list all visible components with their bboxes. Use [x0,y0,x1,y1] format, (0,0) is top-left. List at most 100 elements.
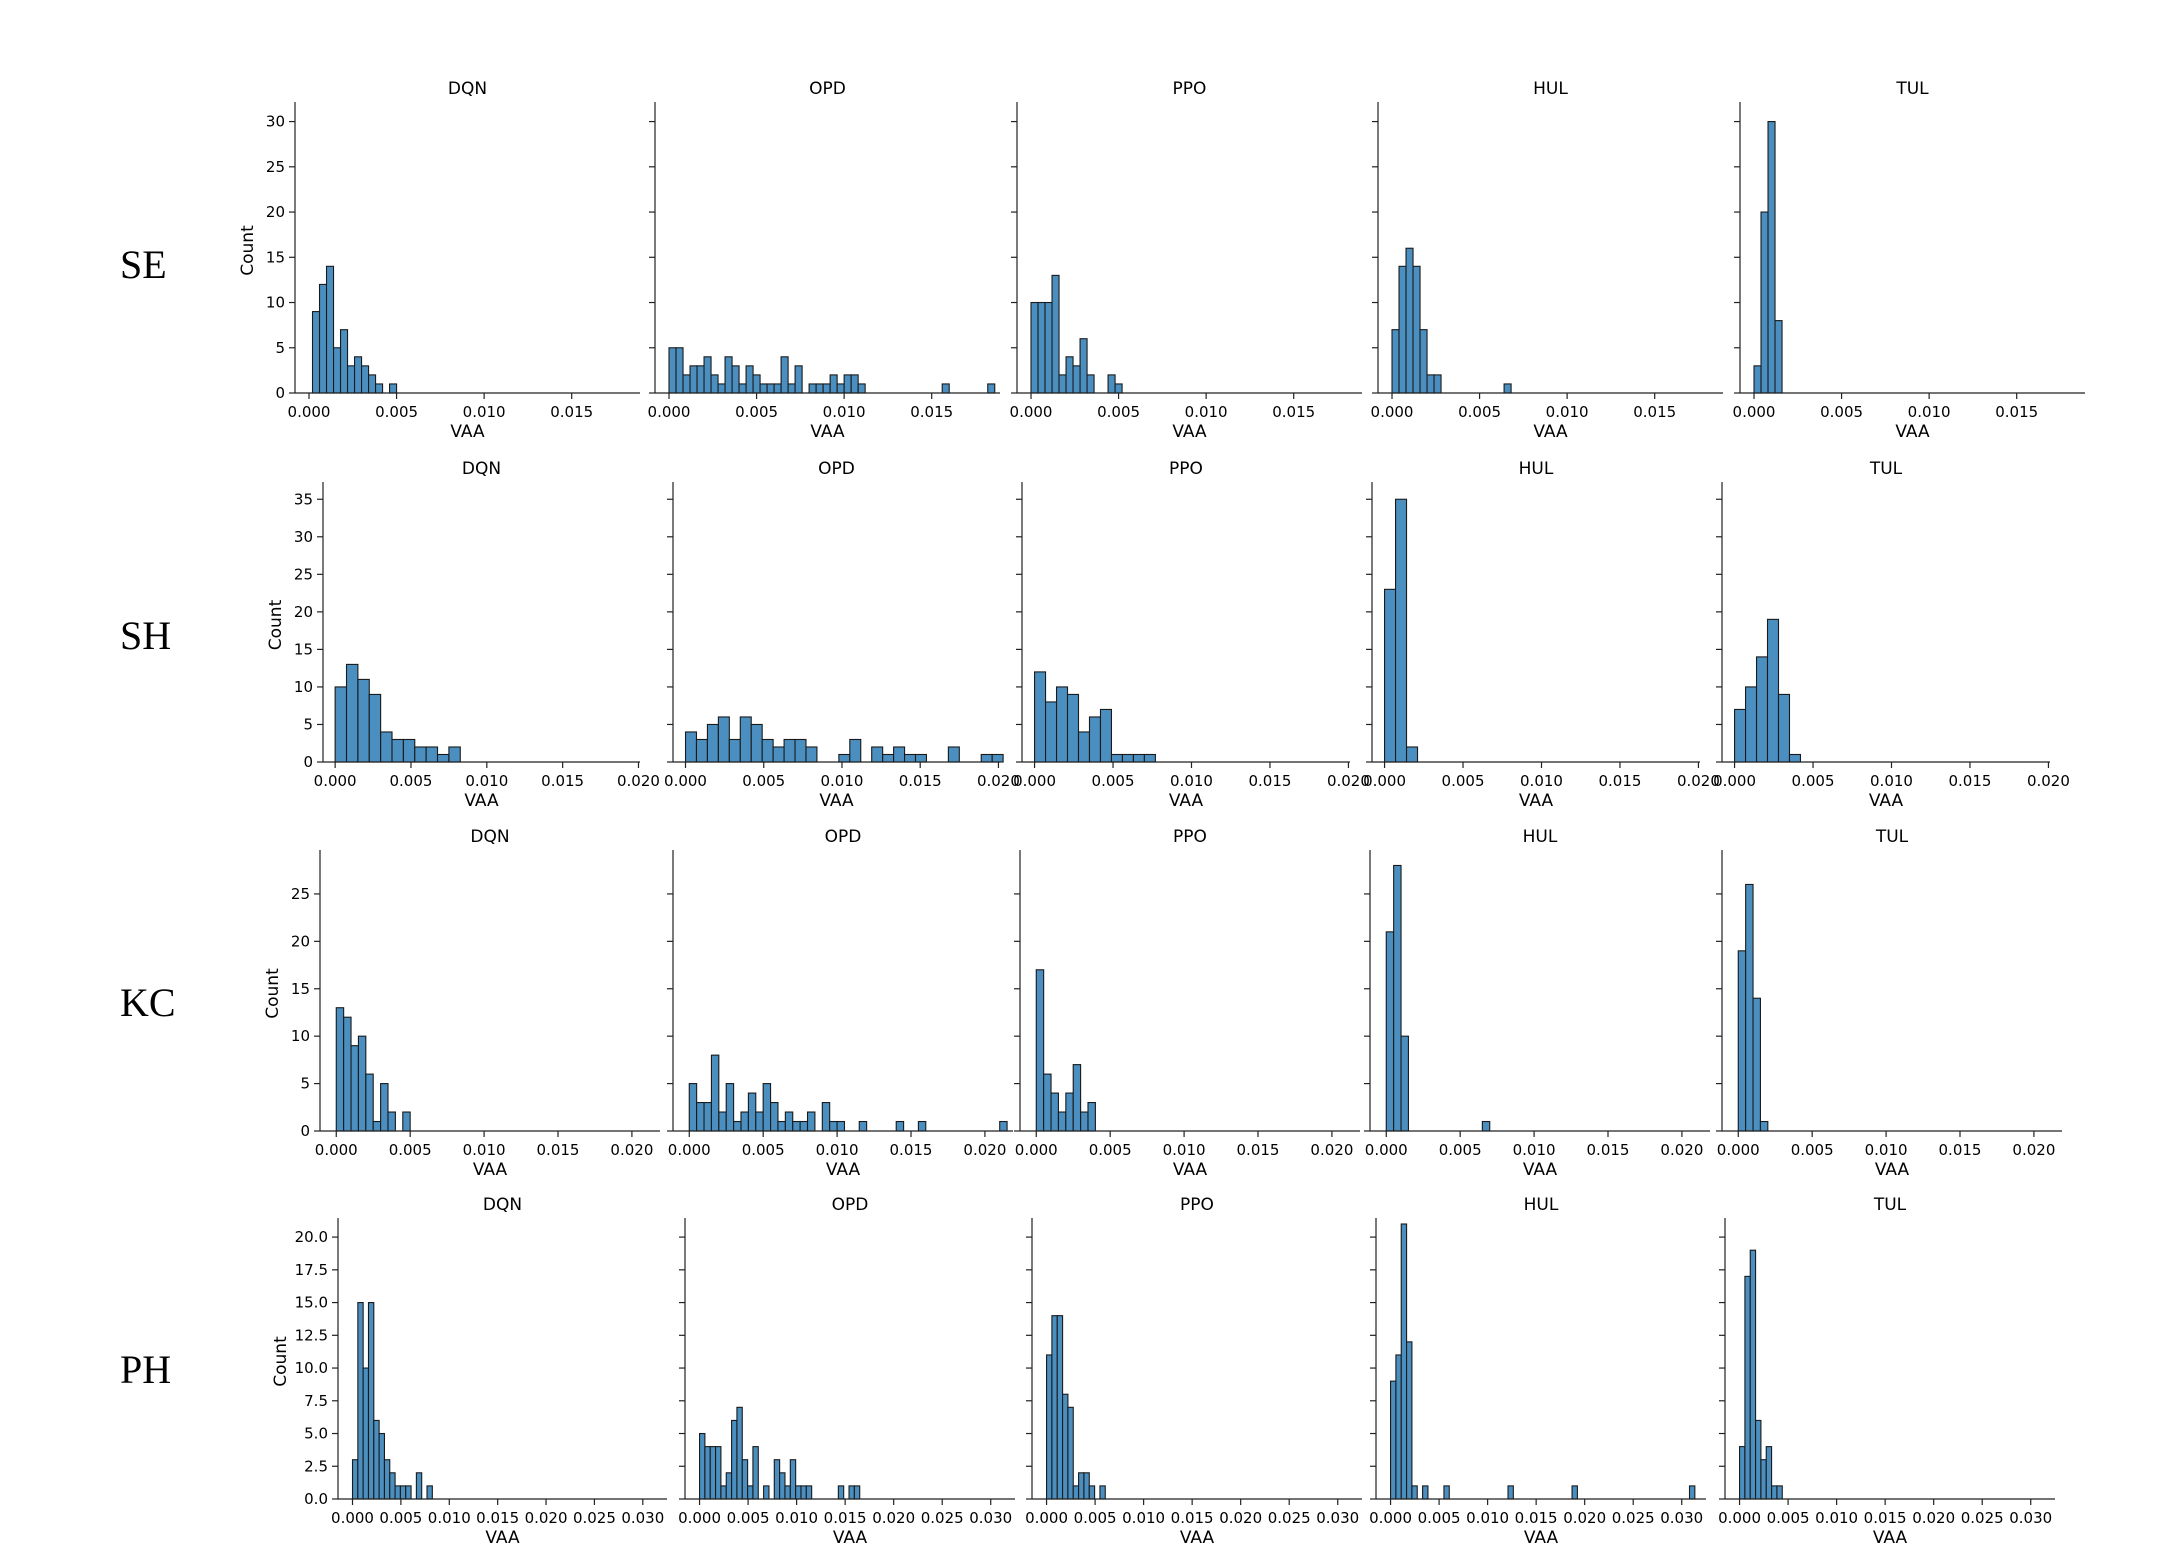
x-tick-label: 0.025 [921,1509,964,1527]
bar [1765,1446,1773,1500]
bar [837,1485,845,1500]
bar [731,365,740,394]
bar [391,738,404,763]
x-tick-label: 0.020 [1912,1509,1955,1527]
y-tick-label: 5 [300,1075,310,1093]
bar [360,365,370,394]
bar [904,753,917,763]
bar [747,1092,757,1132]
bar [1395,1354,1402,1500]
panel-kc-ppo: 0.000 0.005 0.010 0.015 0.020 PPO VAA [1014,827,1360,1180]
bar [706,723,719,763]
bar [1385,931,1395,1132]
x-axis-label: VAA [1519,791,1554,811]
bar [720,1485,727,1500]
bar [353,356,363,394]
bar [380,731,393,763]
bar [357,1035,367,1132]
y-tick-label: 10 [266,294,285,312]
bar [1083,1472,1090,1500]
bar [351,1459,359,1500]
bar [1056,1315,1064,1500]
x-tick-label: 0.000 [315,1141,358,1159]
bar [402,1111,411,1132]
bar [399,1485,407,1500]
panel-title: DQN [448,79,487,99]
y-tick-label: 15.0 [295,1294,328,1312]
panel-title: PPO [1173,827,1207,847]
x-axis-label: VAA [464,791,499,811]
bar [728,738,741,763]
y-tick-label: 30 [294,528,313,546]
bar [1391,329,1400,394]
bar [805,1485,813,1500]
bar [752,374,761,394]
bar [1406,1341,1413,1500]
bar [836,1120,846,1132]
bar [1384,588,1397,763]
bar [784,1111,794,1132]
bar [766,383,775,394]
bar [1072,365,1081,394]
panel-title: TUL [1869,459,1903,479]
y-tick-label: 25 [291,885,310,903]
bar [1739,1446,1746,1500]
bar [710,374,719,394]
x-tick-label: 0.015 [1171,1509,1214,1527]
bar [733,1120,742,1132]
x-axis-label: VAA [833,1528,868,1544]
x-tick-label: 0.015 [1939,1141,1982,1159]
x-tick-label: 0.010 [463,403,506,421]
x-tick-label: 0.015 [1633,403,1676,421]
bar [805,746,818,763]
row-label-sh: SH [120,613,171,658]
bar [414,746,427,763]
bar [1065,356,1074,394]
y-tick-label: 10 [291,1027,310,1045]
x-tick-label: 0.005 [1092,772,1135,790]
bar [710,1054,720,1132]
x-tick-label: 0.005 [389,1141,432,1159]
x-tick-label: 0.015 [550,403,593,421]
bar [372,1120,382,1132]
x-tick-label: 0.015 [1948,772,1991,790]
bar [367,374,377,394]
x-tick-label: 0.015 [1587,1141,1630,1159]
bar [1737,950,1747,1132]
panel-kc-hul: 0.000 0.005 0.010 0.015 0.020 HUL VAA [1364,827,1710,1180]
x-tick-label: 0.000 [648,403,691,421]
bar [1398,265,1407,394]
x-tick-label: 0.010 [816,1141,859,1159]
bar [339,329,349,394]
x-tick-label: 0.030 [621,1509,664,1527]
bar [350,1045,359,1132]
x-tick-label: 0.020 [525,1509,568,1527]
x-tick-label: 0.000 [1025,1509,1068,1527]
x-tick-label: 0.020 [1563,1509,1606,1527]
bar [773,1459,781,1500]
bar [1067,1406,1074,1500]
panel-kc-tul: 0.000 0.005 0.010 0.015 0.020 TUL VAA [1716,827,2062,1180]
x-tick-label: 0.005 [1439,1141,1482,1159]
row-label-se: SE [120,242,167,287]
bar [1046,1354,1053,1500]
y-tick-label: 5.0 [304,1425,328,1443]
bar [763,1485,770,1500]
bar [1749,1249,1757,1500]
y-tick-label: 20 [294,603,313,621]
y-tick-label: 15 [294,640,313,658]
y-tick-label: 5 [303,715,313,733]
panel-se-ppo: 0.000 0.005 0.010 0.015 PPO VAA [1010,79,1362,442]
bar [311,311,321,394]
x-tick-label: 0.005 [1767,1509,1810,1527]
y-tick-label: 7.5 [304,1392,328,1410]
x-tick-label: 0.000 [331,1509,374,1527]
y-tick-label: 2.5 [304,1457,328,1475]
panel-ph-opd: 0.000 0.005 0.010 0.015 0.020 0.025 0.030 OPD VA… [678,1195,1015,1544]
bar [1107,374,1116,394]
x-tick-label: 0.005 [375,403,418,421]
bar [755,1111,764,1132]
x-tick-label: 0.020 [872,1509,915,1527]
bar [836,383,845,394]
bar [1760,211,1769,394]
